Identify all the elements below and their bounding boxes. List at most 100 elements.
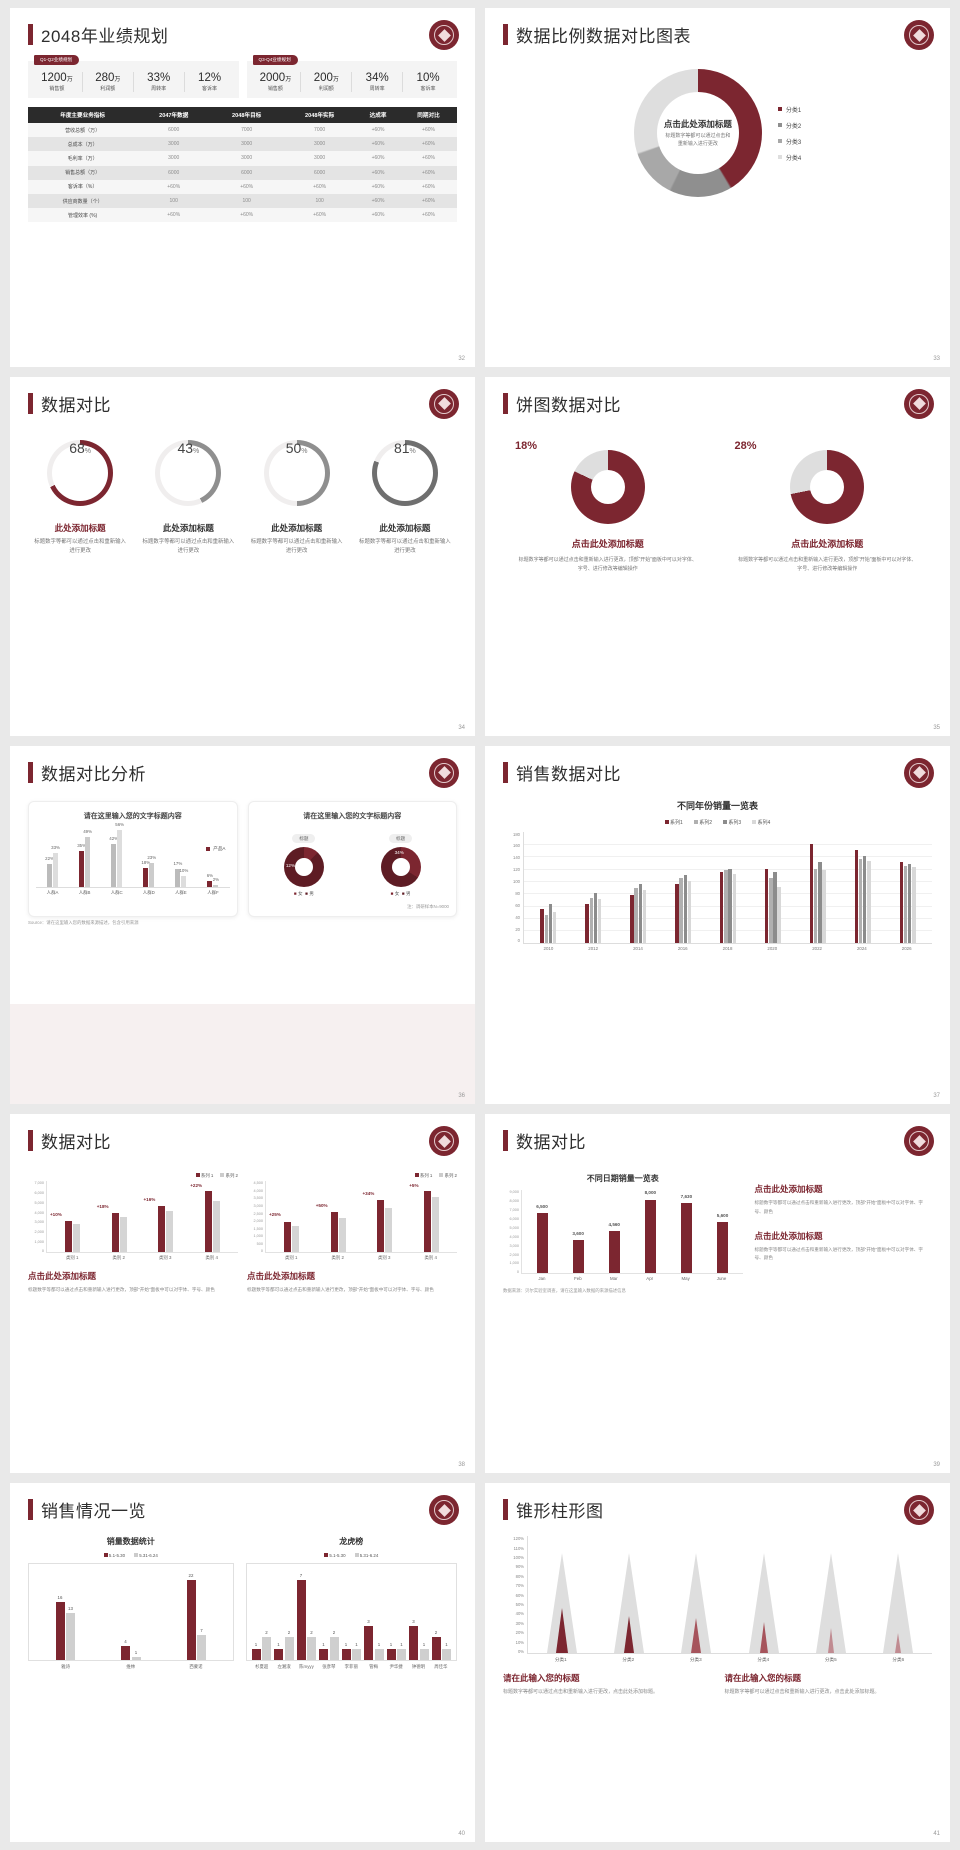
bar [283,1221,291,1253]
block-heading: 点击此处添加标题 [28,1271,97,1282]
x-tick-label: 分类1 [554,1657,567,1663]
y-tick-label: 4,500 [253,1181,263,1186]
bar-value-label: 1 [400,1641,403,1647]
donut-center-title: 点击此处添加标题 [663,119,732,129]
slide-thumbnail-39[interactable]: 数据对比 不同日期销量一览表 9,000 8,000 7,000 6,000 5,000… [485,1114,950,1474]
x-tick-label: 类别 1 [285,1255,298,1261]
legend-swatch-icon [220,1173,225,1178]
page-title: 数据比例数据对比图表 [516,27,691,46]
bar-value-label: 7 [299,1573,303,1579]
chart-legend: 5.1-5.30 5.31-6.24 [246,1553,458,1558]
slide-thumbnail-34[interactable]: 数据对比 68% 此处添加标题 标题数字等都可以通过点击和重新输入进行更改 43% 此处… [10,376,475,736]
slide-thumbnail-33[interactable]: 数据比例数据对比图表 点击此处添加标题 标题数字等都可以通过点击和 重新输入进行… [485,8,950,367]
title-accent-bar [28,392,33,414]
bar: 56% [115,822,124,887]
bar-group: +22% [190,1181,235,1253]
y-axis-ticks: 120% 110% 100% 90% 80% 70% 60% 50% 40% 30% 20% 10% 0… [503,1536,527,1654]
slide-thumbnail-32[interactable]: 2048年业绩规划 Q1-Q2业绩规划 1200万 销售额 280万 利润额 33%… [10,8,475,367]
table-col-header: 2047年数据 [137,107,211,123]
slide-number: 39 [933,1462,940,1469]
bar: 2 [284,1630,294,1661]
text-column: 点击此处添加标题 标题数字等都可以通过点击和重新输入进行更改，顶部“开始”面板中… [755,1169,932,1294]
bar [544,914,549,943]
table-cell: 毛利率（万） [28,151,138,166]
delta-label: +25% [269,1212,281,1218]
slide-thumbnail-36[interactable]: 数据对比分析 请在这里输入您的文字标题内容 22% 33% 35% 49% 42% 56%… [10,745,475,1105]
legend-swatch-icon [324,1553,329,1558]
kpi-unit: 万 [66,77,73,83]
delta-label: +18% [96,1203,109,1209]
y-tick-label: 6,000 [509,1217,519,1222]
slide-number: 34 [458,724,465,731]
page-title: 数据对比分析 [41,764,146,784]
block-heading: 请在此输入您的标题 [503,1673,580,1684]
bar-value-label: 6,500 [536,1204,548,1210]
legend-item: 系列2 [693,819,712,826]
bar: 7 [197,1628,206,1661]
slide-header: 数据比例数据对比图表 [503,22,932,47]
donut-chart: 12% [283,847,324,888]
x-tick-label: Feb [574,1276,582,1282]
bar [597,899,602,943]
legend-swatch-icon [777,155,782,159]
bar-chart: 4,500 4,000 3,500 3,000 2,500 2,000 1,500 1,000… [247,1181,457,1254]
bar: 1 [319,1642,328,1661]
bar-group: 7,630 [669,1190,703,1274]
slide-thumbnail-41[interactable]: 锥形柱形图 120% 110% 100% 90% 80% 70% 60% 50% 40% 30% 2… [485,1483,950,1842]
kpi-unit: 万 [285,77,292,83]
pie-body-text: 标题数字等都可以通过点击和重新输入进行更改，顶部“开始”面板中可以对字体、字号、… [738,556,917,573]
bar-group: 35% 49% [70,826,99,887]
y-tick-label: 60 [515,902,520,908]
kpi-value: 280 [95,72,115,84]
bar [608,1231,620,1274]
table-cell: 100 [137,193,211,209]
title-accent-bar [28,1130,33,1152]
bar-label: 23% [147,855,157,861]
bar: 1 [386,1642,396,1661]
y-tick-label: 7,000 [34,1181,44,1186]
legend-label: 分类3 [785,139,802,146]
bar [687,880,692,943]
y-tick-label: 60% [515,1592,524,1598]
pie-body-text: 标题数字等都可以通过点击和重新输入进行更改，顶部“开始”面板中可以对字体、字号、… [518,556,697,573]
slide-thumbnail-35[interactable]: 饼图数据对比 18% 点击此处添加标题 标题数字等都可以通过点击和重新输入进行更… [485,376,950,736]
bar: 22% [45,856,54,887]
bar: 18% [141,860,150,887]
slide-thumbnail-38[interactable]: 数据对比 系列 1 系列 2 7,000 6,000 5,000 4,000 3,000 2… [10,1114,475,1474]
bar-group [572,832,615,943]
legend-label: 分类4 [785,155,802,162]
table-cell: +60% [400,137,457,152]
y-tick-label: 1,000 [253,1234,263,1239]
slide-header: 饼图数据对比 [503,391,932,416]
bar-group: 22 7 [165,1564,228,1661]
bar [548,904,553,943]
card-title: 请在这里输入您的文字标题内容 [303,812,402,820]
bar [589,898,593,943]
grid-line [524,917,932,919]
table-cell: +60% [356,151,400,166]
legend-item: 分类3 [777,137,802,146]
kpi-item: 12% 客诉率 [185,72,235,92]
bar: 42% [109,836,118,887]
bar-value-label: 4 [124,1638,127,1644]
slide-header: 数据对比 [503,1128,932,1153]
chart-note: 注：调研样本N=9000 [407,904,449,910]
legend-label: 分类2 [785,123,802,130]
table-row: 毛利率（万） 3000 3000 3000 +60% +60% [28,151,457,166]
slide-thumbnail-40[interactable]: 销售情况一览 销量数据统计 5.1-5.30 5.31-6.24 16 13 4 1 22… [10,1483,475,1842]
y-tick-label: 80% [515,1573,524,1579]
bar-value-label: 1 [377,1641,381,1647]
slide-thumbnail-37[interactable]: 销售数据对比 不同年份销量一览表 系列1 系列2 系列3 系列4 180 160 1… [485,745,950,1105]
chart-block: 销量数据统计 5.1-5.30 5.31-6.24 16 13 4 1 22 7 雅诗 维林 西蒙… [28,1536,234,1670]
bar [72,1223,80,1253]
bar [907,863,912,943]
y-tick-label: 4,000 [34,1210,44,1215]
cone-shape-fill [759,1622,768,1654]
x-tick-label: 类别 2 [112,1255,125,1261]
kpi-label: 客诉率 [202,86,218,92]
